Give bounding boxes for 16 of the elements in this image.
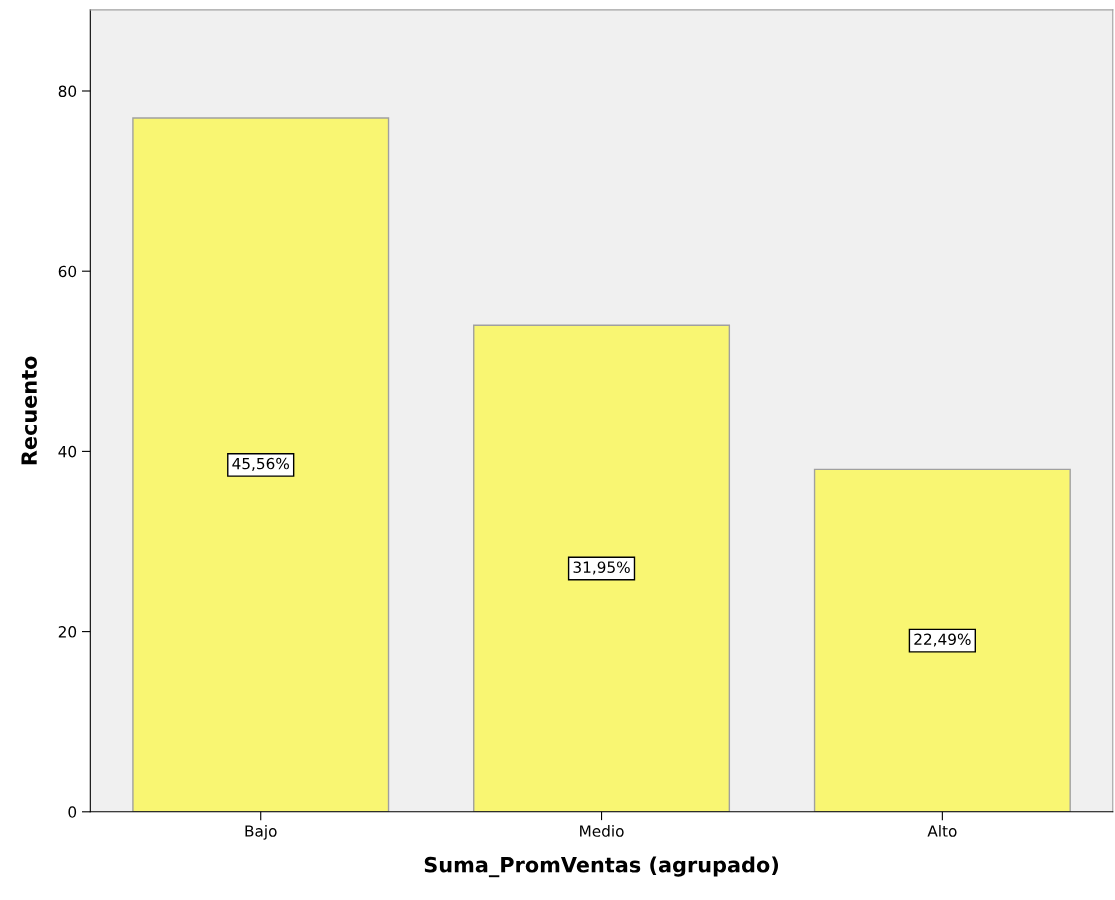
annotation: 22,49%: [914, 633, 971, 647]
x-tick-label: Bajo: [245, 824, 277, 840]
bar: [473, 324, 731, 812]
y-tick-label: 60: [58, 265, 77, 278]
y-axis-title: Recuento: [21, 356, 37, 465]
x-axis-title: Suma_PromVentas (agrupado): [424, 856, 779, 878]
x-tick-label: Alto: [927, 824, 957, 837]
y-tick-label: 40: [58, 445, 77, 458]
y-tick-label: 0: [68, 806, 77, 818]
bar: [132, 117, 390, 812]
annotation: 31,95%: [573, 561, 630, 575]
bar: [813, 468, 1071, 812]
x-tick-label: Medio: [580, 824, 624, 837]
y-tick-label: 20: [58, 626, 77, 638]
annotation: 45,56%: [232, 457, 290, 471]
y-tick-label: 80: [58, 85, 77, 98]
